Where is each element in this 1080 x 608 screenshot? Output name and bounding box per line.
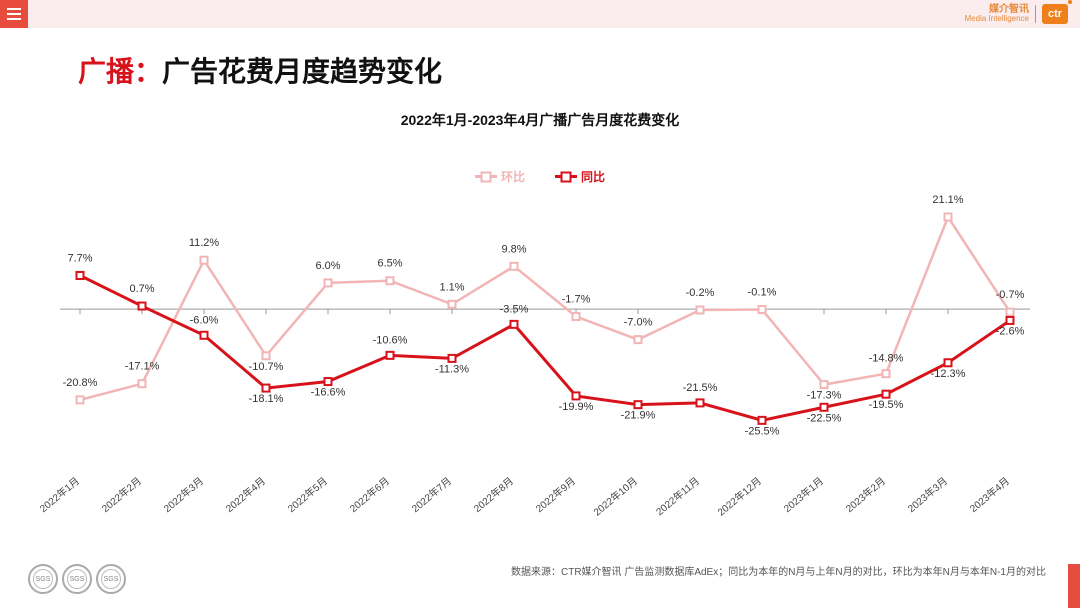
svg-text:-0.2%: -0.2% (686, 287, 715, 299)
svg-text:-10.6%: -10.6% (373, 334, 408, 346)
svg-text:2022年1月: 2022年1月 (37, 474, 82, 515)
page-title: 广播：广告花费月度趋势变化 (78, 50, 442, 90)
svg-text:1.1%: 1.1% (439, 281, 464, 293)
svg-text:-21.9%: -21.9% (621, 410, 656, 422)
svg-text:-20.8%: -20.8% (63, 377, 98, 389)
svg-text:-14.8%: -14.8% (869, 353, 904, 365)
svg-text:-25.5%: -25.5% (745, 425, 780, 437)
svg-text:-0.1%: -0.1% (748, 287, 777, 299)
menu-icon[interactable] (0, 0, 28, 28)
svg-text:-0.7%: -0.7% (996, 289, 1025, 301)
svg-text:2023年3月: 2023年3月 (905, 474, 950, 515)
svg-text:2023年1月: 2023年1月 (781, 474, 826, 515)
svg-text:2022年9月: 2022年9月 (533, 474, 578, 515)
legend-item: 环比 (475, 168, 525, 185)
sgs-badges: SGS SGS SGS (28, 564, 126, 594)
slide: 媒介智讯 Media Intelligence ctr 广播：广告花费月度趋势变… (0, 0, 1080, 608)
svg-text:2022年8月: 2022年8月 (471, 474, 516, 515)
legend: 环比 同比 (0, 168, 1080, 185)
brand-logo: ctr (1042, 4, 1068, 24)
svg-text:2022年12月: 2022年12月 (715, 474, 764, 518)
svg-text:11.2%: 11.2% (189, 237, 220, 249)
line-chart: 2022年1月2022年2月2022年3月2022年4月2022年5月2022年… (60, 190, 1030, 500)
brand: 媒介智讯 Media Intelligence ctr (965, 4, 1080, 24)
legend-item: 同比 (555, 168, 605, 185)
svg-text:-17.1%: -17.1% (125, 361, 160, 373)
svg-text:-22.5%: -22.5% (807, 412, 842, 424)
svg-text:2022年10月: 2022年10月 (591, 474, 640, 518)
svg-text:-19.5%: -19.5% (869, 399, 904, 411)
sgs-badge: SGS (62, 564, 92, 594)
chart-subtitle: 2022年1月-2023年4月广播广告月度花费变化 (0, 110, 1080, 130)
svg-text:-6.0%: -6.0% (190, 314, 219, 326)
svg-text:2022年11月: 2022年11月 (653, 474, 702, 518)
svg-text:0.7%: 0.7% (129, 283, 154, 295)
title-main: 广告花费月度趋势变化 (162, 56, 442, 87)
svg-text:-19.9%: -19.9% (559, 401, 594, 413)
svg-text:-10.7%: -10.7% (249, 361, 284, 373)
svg-text:-2.6%: -2.6% (996, 325, 1025, 337)
svg-text:-3.5%: -3.5% (500, 303, 529, 315)
svg-text:-18.1%: -18.1% (249, 393, 284, 405)
svg-text:21.1%: 21.1% (932, 194, 963, 206)
brand-en: Media Intelligence (965, 15, 1029, 23)
svg-text:-21.5%: -21.5% (683, 382, 718, 394)
topbar: 媒介智讯 Media Intelligence ctr (0, 0, 1080, 28)
corner-accent (1068, 564, 1080, 608)
sgs-badge: SGS (96, 564, 126, 594)
svg-text:6.0%: 6.0% (315, 260, 340, 272)
title-prefix: 广播： (78, 56, 162, 87)
sgs-badge: SGS (28, 564, 58, 594)
svg-text:2022年7月: 2022年7月 (409, 474, 454, 515)
svg-text:9.8%: 9.8% (501, 243, 526, 255)
svg-text:-11.3%: -11.3% (435, 363, 469, 375)
svg-text:-16.6%: -16.6% (311, 387, 346, 399)
svg-text:-1.7%: -1.7% (562, 294, 591, 306)
svg-text:2022年6月: 2022年6月 (347, 474, 392, 515)
svg-text:2022年4月: 2022年4月 (223, 474, 268, 515)
svg-text:6.5%: 6.5% (377, 258, 402, 270)
svg-text:2022年5月: 2022年5月 (285, 474, 330, 515)
svg-text:2023年4月: 2023年4月 (967, 474, 1012, 515)
svg-text:2023年2月: 2023年2月 (843, 474, 888, 515)
svg-text:-12.3%: -12.3% (931, 368, 966, 380)
svg-text:2022年2月: 2022年2月 (99, 474, 144, 515)
svg-text:2022年3月: 2022年3月 (161, 474, 206, 515)
svg-text:-7.0%: -7.0% (624, 317, 653, 329)
data-source: 数据来源：CTR媒介智讯 广告监测数据库AdEx；同比为本年的N月与上年N月的对… (511, 563, 1046, 578)
svg-text:-17.3%: -17.3% (807, 390, 842, 402)
svg-text:7.7%: 7.7% (67, 252, 92, 264)
